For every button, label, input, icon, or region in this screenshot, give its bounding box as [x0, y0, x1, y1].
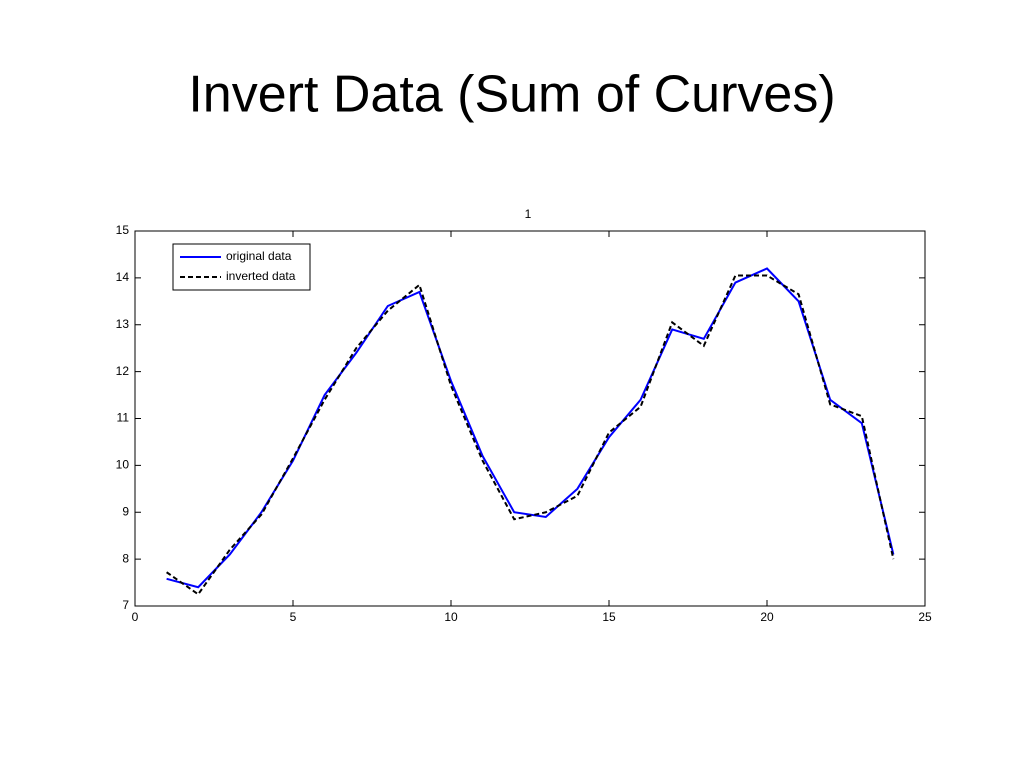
y-tick-label: 15 — [116, 223, 130, 237]
x-tick-label: 20 — [760, 610, 774, 624]
y-tick-label: 13 — [116, 317, 130, 331]
y-tick-label: 7 — [122, 598, 129, 612]
series-line — [166, 267, 895, 589]
x-tick-label: 25 — [918, 610, 932, 624]
y-tick-label: 9 — [122, 504, 129, 518]
y-tick-label: 11 — [117, 411, 130, 425]
legend-label: inverted data — [226, 269, 296, 283]
legend-label: original data — [226, 249, 292, 263]
x-tick-label: 0 — [132, 610, 139, 624]
chart-title: 1 — [525, 207, 532, 221]
y-tick-label: 8 — [122, 551, 129, 565]
y-tick-label: 12 — [116, 364, 130, 378]
y-tick-label: 14 — [116, 270, 130, 284]
y-tick-label: 10 — [116, 458, 130, 472]
slide-title: Invert Data (Sum of Curves) — [188, 66, 835, 124]
legend-box — [172, 243, 311, 291]
x-tick-label: 5 — [290, 610, 297, 624]
series-line — [166, 274, 895, 596]
x-tick-label: 15 — [602, 610, 616, 624]
x-tick-label: 10 — [444, 610, 458, 624]
